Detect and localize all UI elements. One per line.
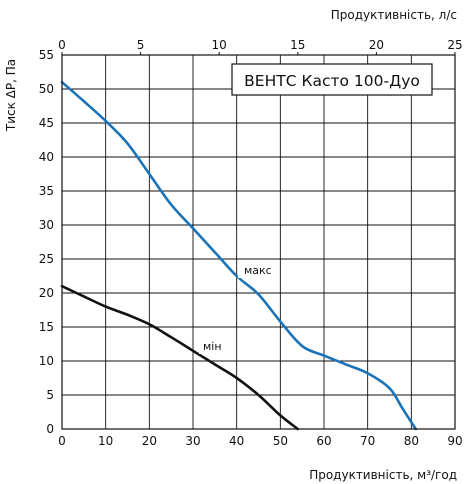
y-tick-label-0: 0 [46, 422, 54, 436]
series-label-bg-max [238, 262, 278, 278]
x2-axis-title: Продуктивність, л/с [331, 8, 457, 22]
y-tick-label-1: 5 [46, 388, 54, 402]
x-tick-label-5: 50 [273, 434, 288, 448]
x-tick-label-4: 40 [229, 434, 244, 448]
x-tick-label-3: 30 [185, 434, 200, 448]
x-tick-label-6: 60 [316, 434, 331, 448]
x-tick-label-9: 90 [447, 434, 462, 448]
x2-tick-label-4: 20 [369, 38, 384, 52]
x-tick-label-0: 0 [58, 434, 66, 448]
x2-tick-label-1: 5 [137, 38, 145, 52]
x-axis-title: Продуктивність, м³/год [309, 468, 457, 482]
x-tick-label-1: 10 [98, 434, 113, 448]
x2-tick-label-2: 10 [212, 38, 227, 52]
y-tick-label-9: 45 [39, 116, 54, 130]
x2-axis-ticks: 0 5 10 15 20 25 [58, 38, 463, 55]
series-label-min: мін [203, 340, 222, 353]
y-tick-label-10: 50 [39, 82, 54, 96]
y-tick-label-4: 20 [39, 286, 54, 300]
y-tick-label-8: 40 [39, 150, 54, 164]
series-line-1 [60, 284, 300, 431]
series-label-bg-min [199, 338, 225, 354]
y-axis-ticks: 0 5 10 15 20 25 30 35 40 45 50 55 [39, 48, 54, 436]
x-tick-label-2: 20 [142, 434, 157, 448]
plot-frame [61, 54, 456, 430]
x-tick-label-8: 80 [404, 434, 419, 448]
x2-tick-label-5: 25 [447, 38, 462, 52]
series-labels: макс мін [199, 262, 278, 354]
title-box: ВЕНТС Касто 100-Дуо [231, 63, 433, 96]
x-axis-ticks: 0 10 20 30 40 50 60 70 80 90 [58, 434, 462, 448]
x2-tick-label-0: 0 [58, 38, 66, 52]
plot-background [62, 55, 455, 429]
y-tick-label-5: 25 [39, 252, 54, 266]
series-line-0 [60, 80, 417, 431]
series-layer [60, 80, 417, 431]
y-axis-title: Тиск ΔР, Па [4, 59, 18, 132]
chart-title: ВЕНТС Касто 100-Дуо [244, 72, 420, 90]
series-label-max: макс [244, 264, 272, 277]
x-tick-label-7: 70 [360, 434, 375, 448]
x2-tick-label-3: 15 [290, 38, 305, 52]
y-tick-label-3: 15 [39, 320, 54, 334]
y-tick-label-2: 10 [39, 354, 54, 368]
y-tick-label-6: 30 [39, 218, 54, 232]
title-box-frame [231, 63, 433, 96]
y-tick-label-11: 55 [39, 48, 54, 62]
y-tick-label-7: 35 [39, 184, 54, 198]
